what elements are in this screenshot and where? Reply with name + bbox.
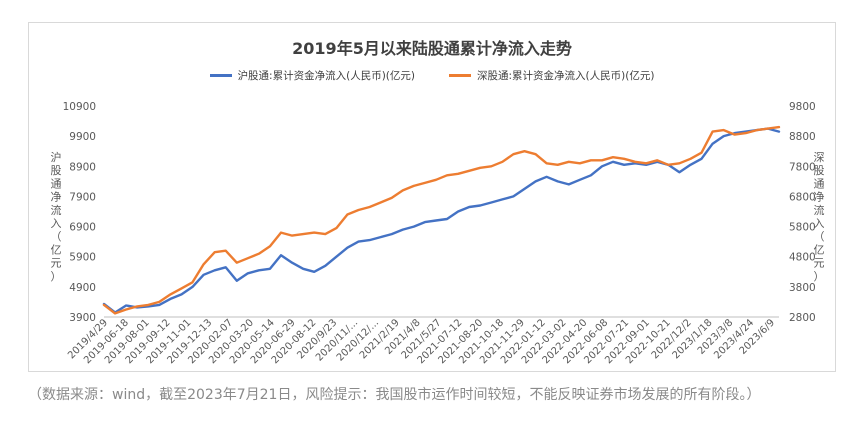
right-axis-title: 深股通净流入（亿元） — [814, 151, 825, 283]
legend-label-sh: 沪股通:累计资金净流入(人民币)(亿元) — [237, 70, 415, 82]
right-tick-label: 3800 — [789, 282, 816, 294]
series-line-sz — [102, 125, 781, 315]
right-tick-label: 6800 — [789, 191, 816, 203]
series-line-sh — [102, 127, 781, 314]
chart-plot: 3900 4900 5900 6900 7900 8900 9900 10900 2800 380… — [51, 101, 825, 366]
left-tick-label: 9900 — [69, 131, 96, 143]
left-tick-label: 4900 — [69, 282, 96, 294]
left-tick-label: 3900 — [69, 312, 96, 324]
right-tick-label: 2800 — [789, 312, 816, 324]
chart-title: 2019年5月以来陆股通累计净流入走势 — [292, 39, 572, 58]
right-tick-label: 5800 — [789, 222, 816, 234]
legend-item-sh: 沪股通:累计资金净流入(人民币)(亿元) — [209, 68, 415, 83]
right-tick-label: 8800 — [789, 131, 816, 143]
right-tick-label: 7800 — [789, 161, 816, 173]
chart-frame: 3900 4900 5900 6900 7900 8900 9900 10900 2800 380… — [28, 22, 836, 372]
chart-legend: 沪股通:累计资金净流入(人民币)(亿元) 深股通:累计资金净流入(人民币)(亿元… — [29, 68, 835, 83]
legend-label-sz: 深股通:累计资金净流入(人民币)(亿元) — [477, 70, 655, 82]
right-tick-label: 4800 — [789, 252, 816, 264]
left-tick-label: 7900 — [69, 191, 96, 203]
legend-item-sz: 深股通:累计资金净流入(人民币)(亿元) — [449, 68, 654, 83]
footer-note: （数据来源：wind，截至2023年7月21日，风险提示：我国股市运作时间较短，… — [28, 387, 761, 403]
left-tick-label: 5900 — [69, 252, 96, 264]
legend-swatch-sz — [449, 74, 471, 77]
right-tick-label: 9800 — [789, 101, 816, 113]
legend-swatch-sh — [209, 74, 232, 77]
left-axis-title: 沪股通净流入（亿元） — [51, 150, 62, 283]
left-tick-label: 6900 — [69, 222, 96, 234]
left-tick-label: 8900 — [69, 161, 96, 173]
left-tick-label: 10900 — [63, 101, 96, 113]
